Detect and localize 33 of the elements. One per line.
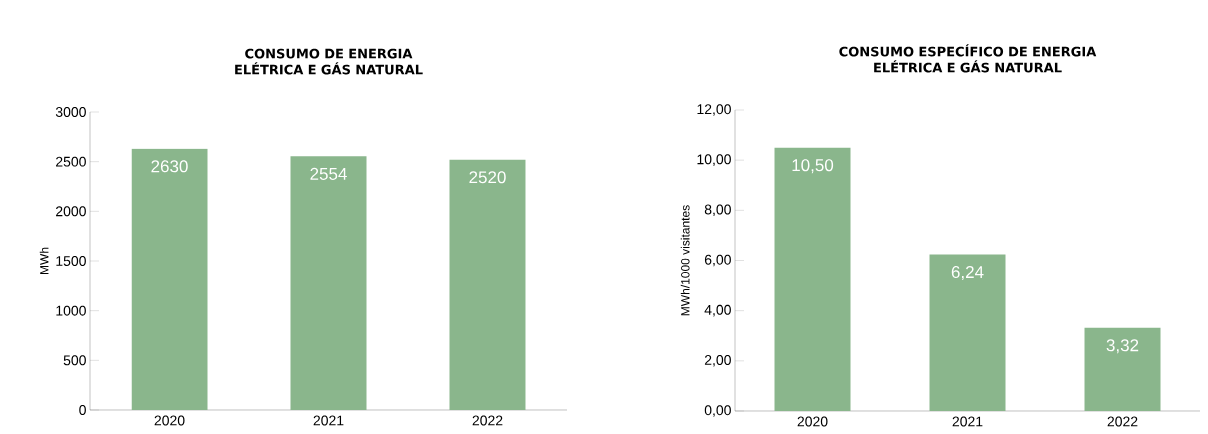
y-axis-title: MWh/1000 visitantes [680,205,690,316]
y-tick-label: 10,00 [697,154,731,166]
y-tick-label: 4,00 [704,304,731,317]
x-tick-label: 2020 [154,415,185,426]
data-label: 6,24 [951,266,984,281]
data-label: 2630 [151,160,188,173]
data-label: 2520 [469,171,506,184]
y-tick-label: 2,00 [704,355,731,367]
x-tick-label: 2022 [1107,416,1138,427]
chart-title: CONSUMO DE ENERGIA ELÉTRICA E GÁS NATURAL [235,48,423,75]
y-tick-label: 0 [79,405,86,415]
chart-title: CONSUMO ESPECÍFICO DE ENERGIA ELÉTRICA E GÁS NATURAL [839,44,1097,73]
x-tick-label: 2022 [472,415,503,426]
y-tick-label: 2000 [56,206,86,217]
bar [774,147,851,411]
x-tick-label: 2021 [313,415,344,426]
y-axis-title: MWh [39,247,49,275]
y-tick-label: 500 [63,355,86,366]
y-tick-label: 1000 [56,305,86,316]
data-label: 10,50 [792,159,834,174]
y-tick-label: 8,00 [704,204,731,217]
y-tick-label: 1500 [56,256,86,266]
bar [1084,327,1161,411]
bar [929,254,1006,411]
y-tick-label: 2500 [56,156,86,167]
y-tick-label: 6,00 [704,254,731,267]
y-tick-label: 12,00 [697,104,731,116]
data-label: 2554 [310,167,347,180]
y-tick-label: 0,00 [704,405,731,417]
x-tick-label: 2021 [952,416,983,427]
y-tick-label: 3000 [55,107,86,117]
x-tick-label: 2020 [797,416,828,427]
data-label: 3,32 [1106,339,1139,354]
